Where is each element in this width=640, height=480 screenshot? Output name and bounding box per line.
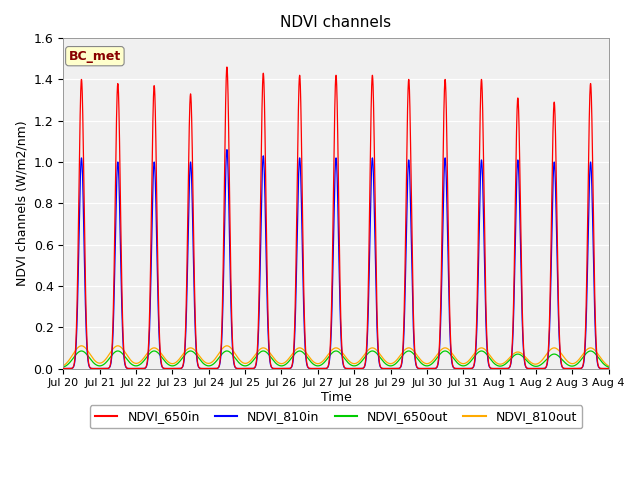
Title: NDVI channels: NDVI channels	[280, 15, 392, 30]
Y-axis label: NDVI channels (W/m2/nm): NDVI channels (W/m2/nm)	[15, 120, 28, 286]
Text: BC_met: BC_met	[68, 49, 121, 63]
Legend: NDVI_650in, NDVI_810in, NDVI_650out, NDVI_810out: NDVI_650in, NDVI_810in, NDVI_650out, NDV…	[90, 406, 582, 428]
X-axis label: Time: Time	[321, 391, 351, 404]
